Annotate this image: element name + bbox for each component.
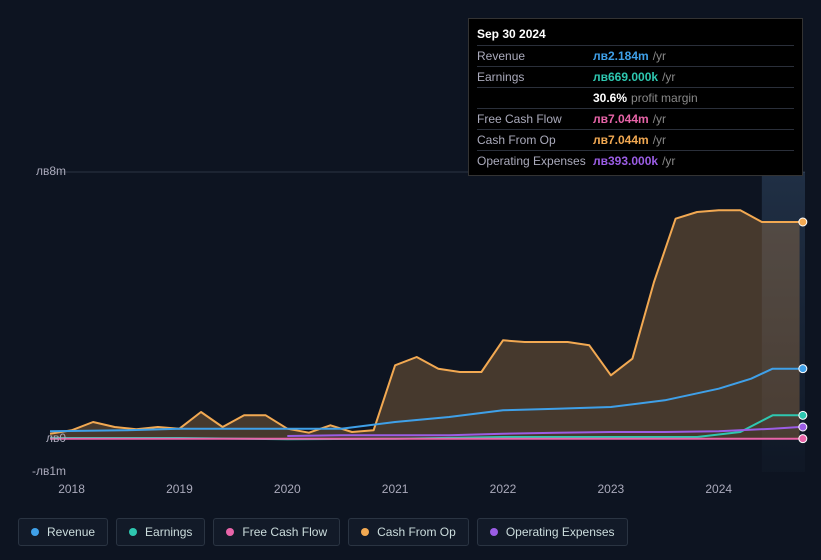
tooltip-metric-label: Free Cash Flow bbox=[477, 112, 593, 126]
tooltip-metric-value: 30.6% bbox=[593, 91, 627, 105]
tooltip-row: Operating Expensesлв393.000k/yr bbox=[477, 150, 794, 171]
y-axis-label: -лв1m bbox=[32, 464, 66, 478]
series-marker-operating_expenses bbox=[799, 423, 807, 431]
series-area-cash_from_op bbox=[50, 210, 800, 438]
y-axis-label: лв8m bbox=[36, 164, 66, 178]
x-axis: 2018 2019 2020 2021 2022 2023 2024 bbox=[50, 482, 805, 502]
tooltip-metric-label: Revenue bbox=[477, 49, 593, 63]
legend-item-free_cash_flow[interactable]: Free Cash Flow bbox=[213, 518, 340, 546]
tooltip-row: .30.6%profit margin bbox=[477, 87, 794, 108]
legend-dot-icon bbox=[129, 528, 137, 536]
series-marker-earnings bbox=[799, 411, 807, 419]
tooltip-metric-unit: /yr bbox=[662, 70, 675, 84]
legend-dot-icon bbox=[490, 528, 498, 536]
x-axis-label: 2019 bbox=[166, 482, 193, 496]
x-axis-label: 2023 bbox=[597, 482, 624, 496]
legend-label: Earnings bbox=[145, 525, 192, 539]
chart: лв8mлв0-лв1m bbox=[16, 172, 805, 472]
x-axis-label: 2024 bbox=[705, 482, 732, 496]
tooltip-metric-extra: profit margin bbox=[631, 91, 698, 105]
tooltip-metric-value: лв669.000k bbox=[593, 70, 658, 84]
x-axis-label: 2022 bbox=[490, 482, 517, 496]
tooltip-metric-unit: /yr bbox=[662, 154, 675, 168]
tooltip-metric-unit: /yr bbox=[653, 49, 666, 63]
legend-dot-icon bbox=[226, 528, 234, 536]
tooltip-row: Free Cash Flowлв7.044m/yr bbox=[477, 108, 794, 129]
x-axis-label: 2021 bbox=[382, 482, 409, 496]
legend-dot-icon bbox=[361, 528, 369, 536]
chart-tooltip: Sep 30 2024 Revenueлв2.184m/yrEarningsлв… bbox=[468, 18, 803, 176]
chart-plot bbox=[50, 172, 805, 472]
series-marker-free_cash_flow bbox=[799, 435, 807, 443]
legend-dot-icon bbox=[31, 528, 39, 536]
series-marker-revenue bbox=[799, 365, 807, 373]
chart-legend: Revenue Earnings Free Cash Flow Cash From O… bbox=[18, 518, 628, 546]
legend-label: Revenue bbox=[47, 525, 95, 539]
tooltip-metric-unit: /yr bbox=[653, 112, 666, 126]
tooltip-row: Earningsлв669.000k/yr bbox=[477, 66, 794, 87]
x-axis-label: 2020 bbox=[274, 482, 301, 496]
legend-item-earnings[interactable]: Earnings bbox=[116, 518, 205, 546]
tooltip-row: Cash From Opлв7.044m/yr bbox=[477, 129, 794, 150]
legend-label: Cash From Op bbox=[377, 525, 456, 539]
tooltip-metric-value: лв2.184m bbox=[593, 49, 649, 63]
legend-item-revenue[interactable]: Revenue bbox=[18, 518, 108, 546]
tooltip-row: Revenueлв2.184m/yr bbox=[477, 45, 794, 66]
x-axis-label: 2018 bbox=[58, 482, 85, 496]
chart-svg bbox=[50, 172, 805, 472]
legend-item-cash_from_op[interactable]: Cash From Op bbox=[348, 518, 469, 546]
tooltip-metric-label: Cash From Op bbox=[477, 133, 593, 147]
tooltip-metric-value: лв393.000k bbox=[593, 154, 658, 168]
tooltip-metric-unit: /yr bbox=[653, 133, 666, 147]
tooltip-metric-value: лв7.044m bbox=[593, 112, 649, 126]
tooltip-metric-label: Earnings bbox=[477, 70, 593, 84]
y-axis-label: лв0 bbox=[46, 431, 66, 445]
tooltip-metric-label: Operating Expenses bbox=[477, 154, 593, 168]
legend-item-operating_expenses[interactable]: Operating Expenses bbox=[477, 518, 628, 546]
series-marker-cash_from_op bbox=[799, 218, 807, 226]
tooltip-date: Sep 30 2024 bbox=[477, 23, 794, 45]
legend-label: Free Cash Flow bbox=[242, 525, 327, 539]
legend-label: Operating Expenses bbox=[506, 525, 615, 539]
tooltip-metric-value: лв7.044m bbox=[593, 133, 649, 147]
